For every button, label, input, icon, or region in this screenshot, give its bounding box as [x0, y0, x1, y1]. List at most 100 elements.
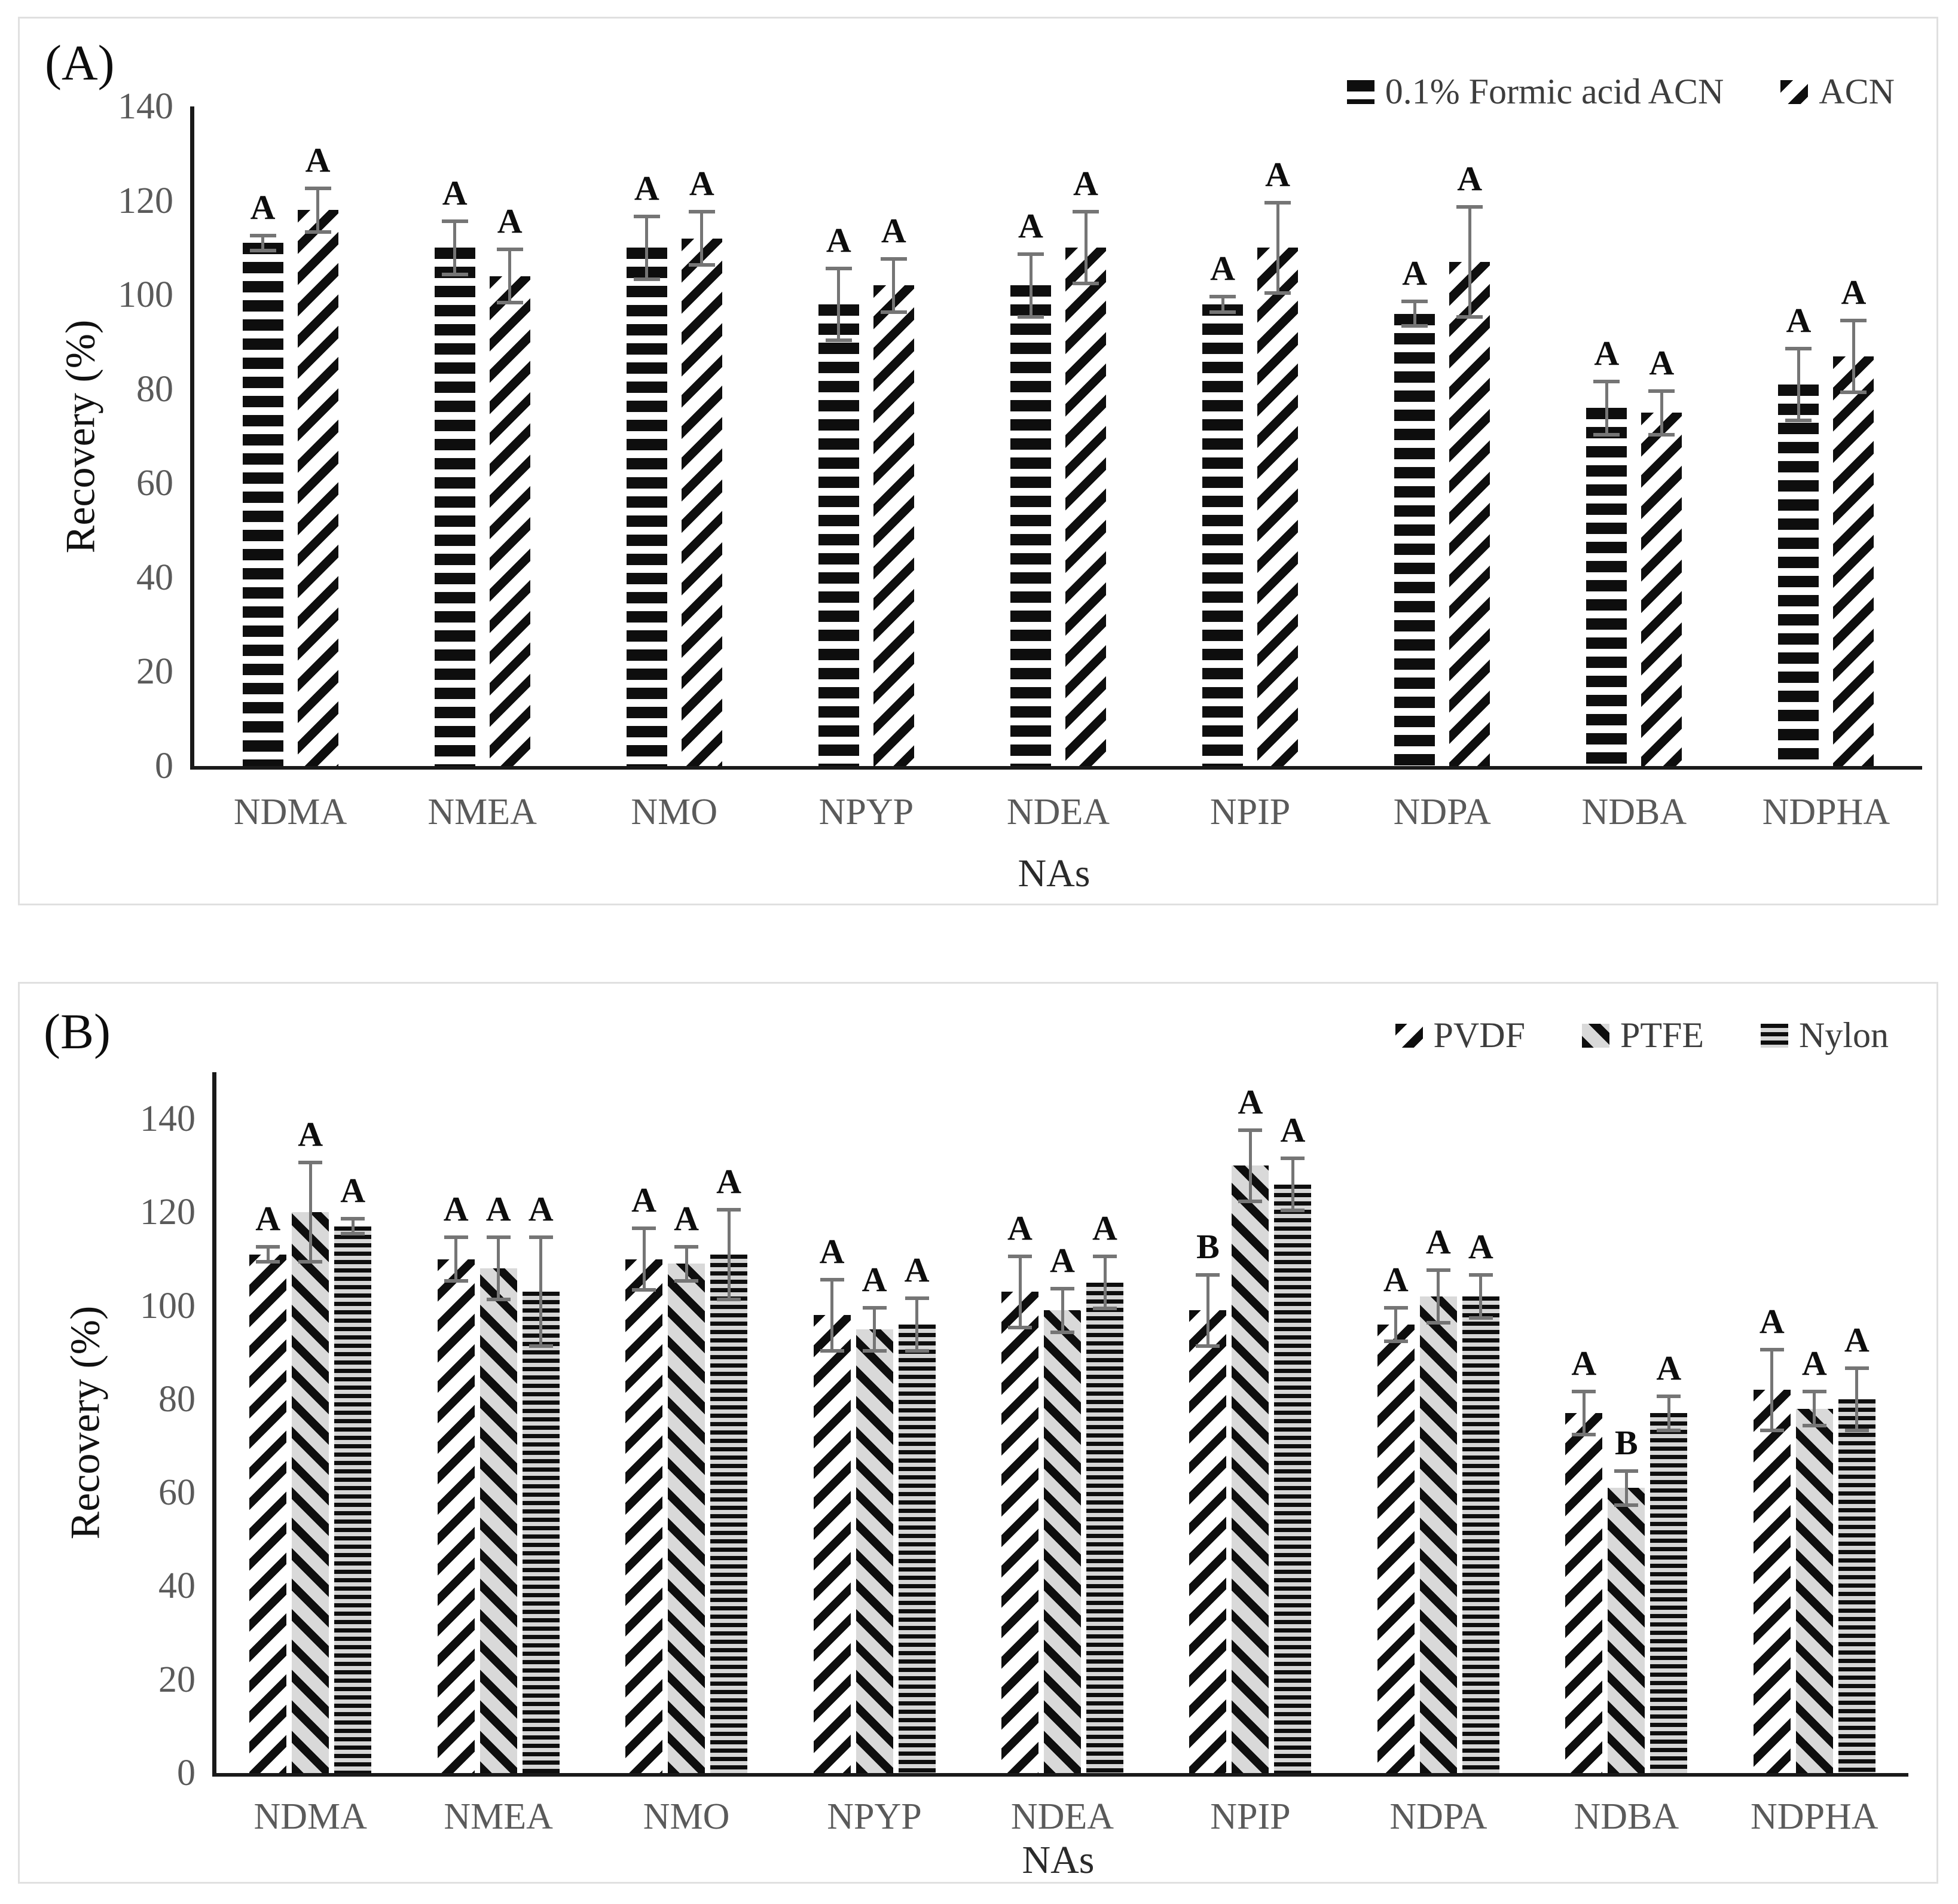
- error-bar: [1050, 1287, 1074, 1334]
- error-bar-stem: [261, 233, 265, 253]
- error-bar-cap-top: [444, 1235, 468, 1240]
- error-bar-stem: [454, 1235, 458, 1283]
- error-bar-cap-bottom: [444, 1279, 468, 1283]
- error-bar-stem: [539, 1235, 543, 1348]
- error-bar: [1760, 1348, 1784, 1432]
- bar-nylon: [1086, 1282, 1123, 1773]
- panel-a: (A) 0.1% Formic acid ACN ACN Recovery (%)…: [18, 17, 1938, 905]
- significance-letter: A: [1457, 159, 1483, 199]
- significance-letter: A: [1210, 249, 1236, 288]
- bar-pvdf: [1753, 1390, 1791, 1773]
- error-bar-cap-top: [1209, 295, 1236, 299]
- error-bar-cap-top: [1093, 1254, 1117, 1258]
- significance-letter: A: [881, 211, 906, 251]
- bar-ptfe: [479, 1268, 517, 1773]
- significance-letter: A: [1649, 343, 1675, 382]
- bar-pvdf: [1189, 1310, 1227, 1773]
- significance-letter: A: [1280, 1110, 1306, 1149]
- bar-acn: [1449, 262, 1490, 766]
- error-bar-stem: [1276, 200, 1279, 295]
- error-bar: [1264, 200, 1291, 295]
- error-bar: [1093, 1254, 1117, 1311]
- bar-acn: [1833, 356, 1874, 766]
- error-bar: [820, 1277, 844, 1353]
- error-bar: [632, 1226, 656, 1292]
- x-category-label: NDEA: [1010, 1796, 1114, 1837]
- x-category-label: NPIP: [1210, 1796, 1291, 1837]
- error-bar-cap-bottom: [1401, 324, 1428, 328]
- error-bar-stem: [727, 1207, 731, 1301]
- y-tick-label: 0: [155, 746, 173, 786]
- legend-swatch-icon: [1780, 80, 1809, 104]
- error-bar: [1196, 1273, 1220, 1348]
- error-bar: [1383, 1305, 1408, 1344]
- error-bar-cap-bottom: [1785, 418, 1812, 422]
- bar-acn: [297, 210, 338, 766]
- error-bar-cap-top: [1426, 1268, 1450, 1273]
- bar-nylon: [1462, 1296, 1499, 1773]
- error-bar-cap-bottom: [1614, 1503, 1639, 1507]
- bar-nylon: [334, 1226, 372, 1773]
- error-bar: [880, 257, 907, 314]
- bar-nylon: [1274, 1184, 1312, 1773]
- error-bar: [444, 1235, 468, 1283]
- error-bar: [862, 1305, 887, 1353]
- y-tick-label: 140: [140, 1099, 196, 1140]
- error-bar: [249, 233, 276, 253]
- significance-letter: A: [1571, 1344, 1597, 1383]
- error-bar-cap-top: [486, 1235, 511, 1240]
- error-bar: [1468, 1273, 1493, 1320]
- error-bar-cap-bottom: [1657, 1428, 1681, 1432]
- error-bar-stem: [1855, 1366, 1859, 1432]
- error-bar-cap-top: [905, 1296, 929, 1301]
- error-bar-cap-bottom: [1760, 1428, 1784, 1432]
- error-bar-cap-top: [1760, 1348, 1784, 1352]
- legend-swatch-icon: [1395, 1023, 1423, 1048]
- error-bar: [1018, 252, 1044, 319]
- significance-letter: A: [305, 140, 331, 179]
- error-bar: [256, 1245, 280, 1264]
- significance-letter: A: [255, 1199, 281, 1238]
- error-bar-stem: [1624, 1469, 1628, 1507]
- error-bar-cap-top: [496, 248, 523, 252]
- bar-ptfe: [1608, 1488, 1645, 1773]
- x-category-label: NDPHA: [1750, 1796, 1878, 1837]
- bar-pvdf: [1001, 1292, 1038, 1773]
- y-tick-label: 40: [158, 1566, 196, 1607]
- error-bar: [1073, 210, 1099, 286]
- error-bar-cap-bottom: [905, 1348, 929, 1353]
- bar-acn: [1065, 248, 1106, 766]
- error-bar-cap-top: [1008, 1254, 1032, 1258]
- y-tick-label: 40: [136, 557, 173, 598]
- legend-label: PVDF: [1433, 1015, 1525, 1055]
- error-bar: [633, 215, 660, 281]
- error-bar-cap-bottom: [717, 1297, 741, 1301]
- error-bar-cap-top: [1468, 1273, 1493, 1277]
- error-bar-cap-bottom: [1209, 310, 1236, 314]
- error-bar-cap-bottom: [1648, 432, 1675, 437]
- panel-a-x-axis-title: NAs: [1018, 852, 1091, 895]
- error-bar: [304, 186, 331, 234]
- y-tick-label: 60: [158, 1472, 196, 1514]
- significance-letter: A: [1092, 1208, 1117, 1247]
- error-bar-cap-bottom: [304, 230, 331, 234]
- y-tick-label: 120: [140, 1192, 196, 1233]
- bar-ptfe: [668, 1264, 705, 1773]
- significance-letter: A: [1801, 1344, 1827, 1383]
- significance-letter: A: [1841, 272, 1867, 312]
- bar-0-1-formic-acid-acn: [434, 248, 475, 766]
- significance-letter: B: [1196, 1226, 1220, 1266]
- bar-0-1-formic-acid-acn: [1778, 384, 1819, 766]
- bar-0-1-formic-acid-acn: [1394, 313, 1435, 766]
- significance-letter: A: [674, 1199, 699, 1238]
- error-bar: [688, 210, 715, 267]
- x-category-label: NMEA: [444, 1796, 553, 1837]
- bar-acn: [873, 285, 914, 766]
- error-bar: [441, 219, 468, 276]
- error-bar: [496, 248, 523, 304]
- error-bar-cap-top: [341, 1217, 365, 1221]
- bar-acn: [1257, 248, 1299, 766]
- bar-nylon: [1650, 1413, 1688, 1773]
- panel-b-plot-area: 0 20 40 60 80 100 120 140 NDMA NMEA NMO NPYP NDEA NPI…: [140, 1072, 1908, 1837]
- error-bar-cap-top: [1073, 210, 1099, 214]
